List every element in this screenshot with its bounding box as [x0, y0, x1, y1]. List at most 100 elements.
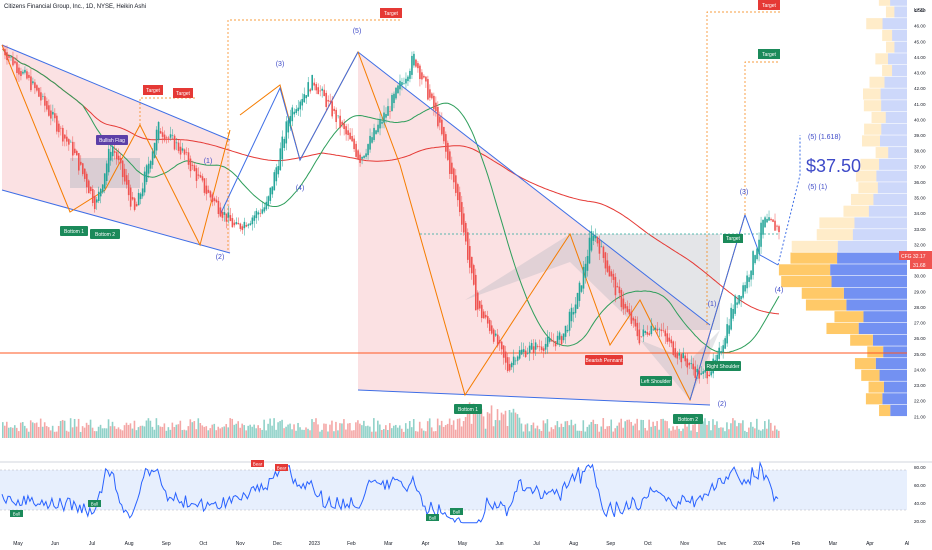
volume-profile-bar	[882, 393, 907, 405]
volume-bar	[402, 431, 405, 438]
candle-body	[24, 69, 26, 73]
candle-body	[602, 246, 605, 259]
volume-profile-bar	[854, 358, 876, 370]
candle-body	[455, 175, 457, 193]
volume-bar	[59, 420, 62, 438]
volume-bar	[351, 430, 353, 438]
time-tick-label: Oct	[644, 541, 652, 547]
candle-body	[580, 285, 583, 292]
candle-body	[329, 100, 331, 102]
candle-body	[399, 80, 401, 90]
moving-average-red	[2, 48, 780, 315]
volume-bar	[181, 430, 184, 438]
volume-bar	[55, 431, 58, 438]
volume-bar	[147, 418, 150, 438]
candle-body	[588, 237, 591, 264]
volume-profile-bar	[801, 287, 844, 299]
candle-body	[191, 164, 194, 166]
candle-body	[734, 295, 736, 314]
wave-label-4a: (4)	[296, 185, 305, 192]
volume-bar	[678, 428, 680, 438]
volume-bar	[542, 420, 545, 438]
candle-body	[684, 355, 687, 362]
volume-bar	[474, 408, 477, 438]
candle-body	[500, 341, 503, 350]
volume-bar	[271, 425, 273, 438]
volume-bar	[430, 427, 433, 438]
volume-bar	[51, 425, 54, 438]
volume-bar	[201, 425, 204, 438]
volume-bar	[123, 425, 126, 438]
candle-body	[624, 304, 627, 309]
candle-body	[78, 153, 80, 171]
rsi-bull-4: Bull	[453, 510, 461, 515]
candle-body	[474, 274, 477, 311]
candle-body	[379, 119, 381, 129]
candle-body	[269, 187, 272, 201]
candle-body	[263, 207, 266, 212]
volume-bar	[772, 430, 774, 438]
candle-body	[101, 184, 104, 193]
volume-bar	[331, 420, 333, 438]
candle-body	[321, 88, 323, 91]
candle-body	[696, 368, 699, 373]
target-leader-4	[744, 61, 780, 215]
volume-profile-bar	[872, 334, 907, 346]
candle-body	[285, 121, 288, 144]
target-label-6-bg	[723, 234, 743, 243]
volume-bar	[768, 419, 770, 438]
candle-body	[281, 136, 284, 160]
volume-bar	[199, 422, 202, 438]
candle-body	[776, 225, 778, 227]
volume-bar	[341, 423, 343, 438]
candle-body	[526, 353, 529, 354]
candle-body	[365, 153, 367, 157]
candle-body	[257, 212, 260, 215]
candle-body	[175, 142, 178, 144]
candle-body	[666, 333, 669, 342]
channel-top-line	[1, 44, 231, 141]
volume-bar	[297, 422, 299, 438]
candle-body	[161, 132, 164, 137]
candle-body	[682, 352, 685, 359]
price-tick-label: 27.00	[914, 321, 926, 326]
volume-bar	[175, 424, 178, 438]
candle-body	[756, 248, 758, 260]
volume-bar	[408, 420, 411, 438]
volume-bar	[327, 431, 329, 438]
candle-body	[50, 110, 52, 119]
volume-profile-bar	[854, 217, 907, 229]
volume-bar	[450, 424, 453, 438]
candle-body	[405, 78, 407, 84]
volume-bar	[670, 430, 672, 438]
candle-body	[492, 329, 495, 342]
candle-body	[409, 70, 411, 79]
target-label-2-bg	[143, 85, 163, 95]
volume-bar	[778, 430, 780, 438]
volume-bar	[762, 429, 764, 438]
volume-bar	[660, 419, 662, 438]
wave-label-2a: (2)	[216, 254, 225, 261]
volume-bar	[359, 423, 361, 438]
volume-bar	[169, 429, 172, 438]
candle-body	[367, 144, 369, 156]
candle-body	[283, 138, 286, 148]
candle-body	[10, 56, 12, 58]
double-bottom-zone-2023	[465, 234, 720, 330]
candle-body	[754, 255, 756, 264]
volume-bar	[241, 423, 243, 438]
volume-bar	[586, 426, 589, 438]
volume-bar	[664, 420, 666, 438]
volume-bar	[640, 419, 642, 438]
volume-bar	[15, 427, 18, 438]
volume-bar	[516, 414, 519, 438]
volume-profile-bar	[865, 393, 883, 405]
price-tick-label: 41.00	[914, 102, 926, 107]
chart-title: Citizens Financial Group, Inc., 1D, NYSE…	[4, 4, 147, 10]
volume-bar	[406, 428, 409, 438]
volume-profile-bar	[837, 252, 907, 264]
candle-body	[524, 350, 527, 357]
volume-bar	[666, 421, 668, 438]
volume-bar	[389, 423, 391, 438]
